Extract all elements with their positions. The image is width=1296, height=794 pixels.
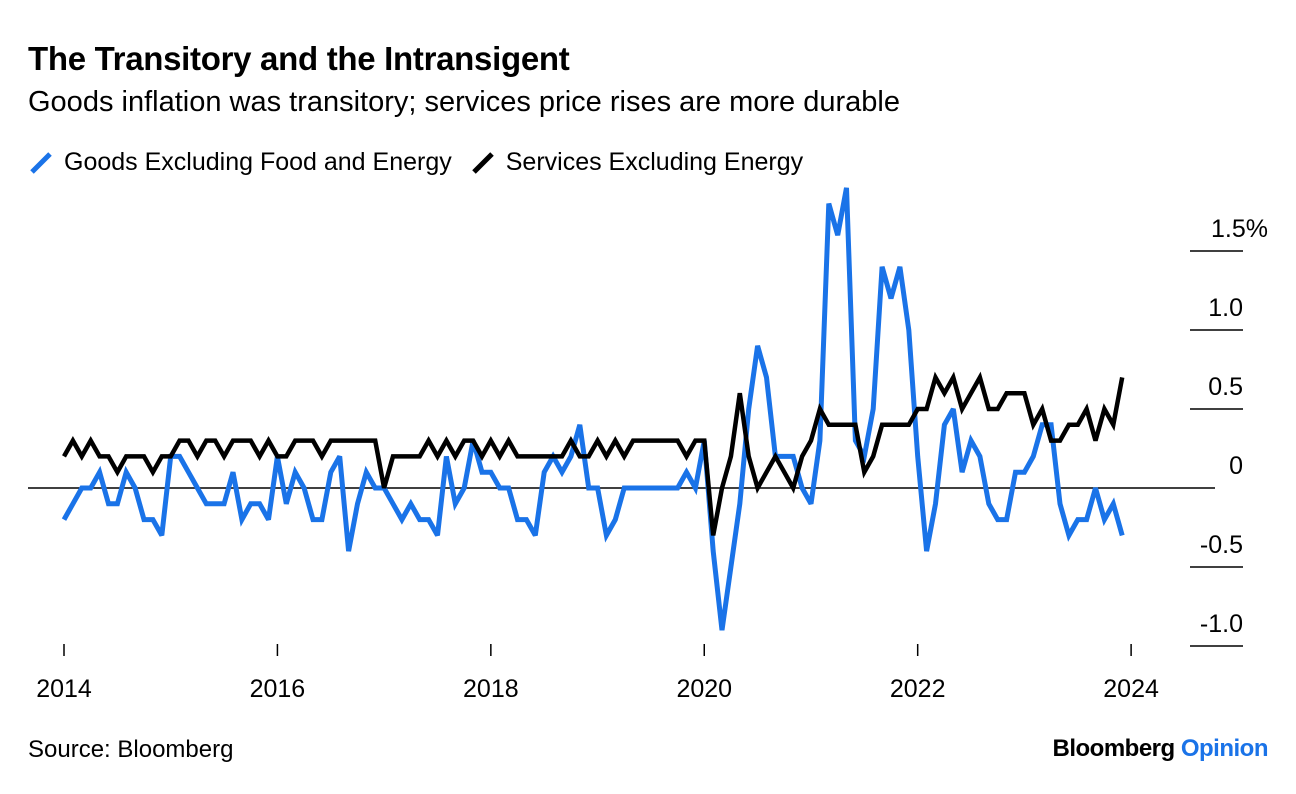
chart-subtitle: Goods inflation was transitory; services… — [28, 86, 900, 118]
legend-swatch-services-icon — [471, 151, 494, 174]
legend-item-services: Services Excluding Energy — [470, 148, 803, 177]
brand-main: Bloomberg — [1052, 735, 1176, 762]
x-tick-label: 2024 — [1103, 675, 1159, 703]
legend-swatch-goods-icon — [30, 151, 52, 174]
y-tick-label: 1.0 — [1208, 294, 1243, 322]
series-layer — [61, 187, 1125, 631]
y-tick-label: 0.5 — [1208, 373, 1243, 401]
x-tick-label: 2014 — [36, 675, 92, 703]
series-line-goods — [61, 187, 1125, 631]
chart-title: The Transitory and the Intransigent — [28, 40, 570, 77]
x-tick-label: 2020 — [676, 675, 732, 703]
brand-accent: Opinion — [1180, 735, 1269, 762]
y-tick-label: 1.5% — [1211, 215, 1268, 243]
x-tick-label: 2016 — [250, 675, 306, 703]
x-tick-label: 2022 — [890, 675, 946, 703]
legend-label-services: Services Excluding Energy — [505, 148, 804, 176]
x-tick-label: 2018 — [463, 675, 519, 703]
y-axis: 1.5% 1.0 0.5 0 -0.5 -1.0 — [28, 215, 1268, 647]
source-note: Source: Bloomberg — [28, 736, 234, 763]
series-line-services — [62, 371, 1125, 536]
legend-item-goods: Goods Excluding Food and Energy — [28, 148, 452, 177]
x-axis: 2014 2016 2018 2020 2022 2024 — [36, 644, 1159, 703]
y-tick-label: 0 — [1229, 452, 1243, 480]
legend-label-goods: Goods Excluding Food and Energy — [64, 148, 452, 176]
y-tick-label: -0.5 — [1200, 531, 1243, 559]
brand-logo: Bloomberg Opinion — [1053, 735, 1269, 763]
y-tick-label: -1.0 — [1200, 610, 1243, 638]
legend: Goods Excluding Food and Energy Services… — [28, 148, 821, 177]
